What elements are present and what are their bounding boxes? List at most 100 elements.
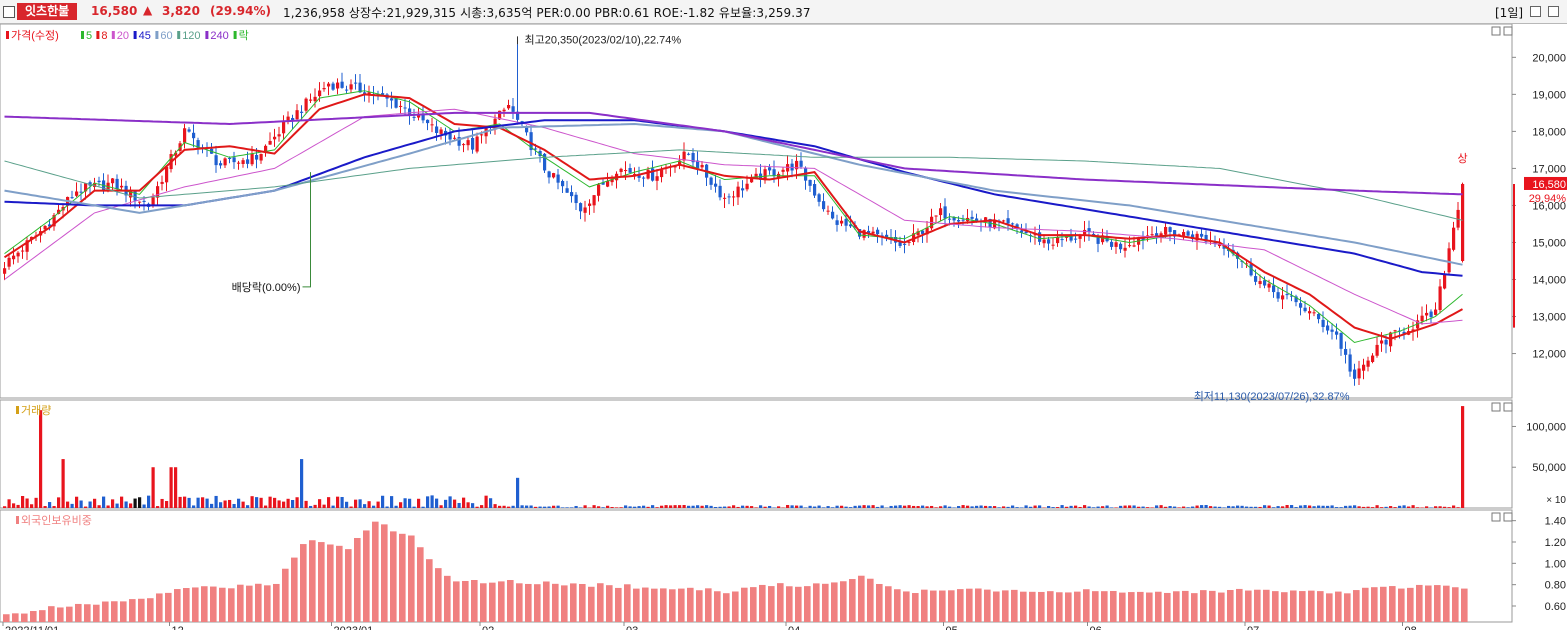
candle-body — [354, 82, 358, 84]
volume-bar — [178, 496, 182, 508]
candle-body — [1380, 340, 1384, 344]
panel-minimize-icon — [1491, 512, 1501, 522]
volume-bar — [556, 505, 560, 508]
volume-bar — [1065, 506, 1069, 508]
foreign-bar — [687, 587, 694, 622]
high-label: 최고20,350(2023/02/10),22.74% — [525, 33, 682, 46]
foreign-bar — [300, 544, 307, 622]
volume-bar — [1380, 507, 1384, 508]
close-icon[interactable] — [1548, 6, 1559, 17]
volume-bar — [133, 498, 137, 508]
legend-swatch — [6, 31, 9, 39]
candle-body — [588, 203, 592, 206]
foreign-bar — [921, 589, 928, 622]
volume-bar — [232, 503, 236, 508]
volume-bar — [970, 506, 974, 508]
candle-body — [399, 105, 403, 107]
period-selector[interactable]: [1일] — [1495, 6, 1524, 20]
foreign-bar — [237, 584, 244, 622]
volume-bar — [628, 506, 632, 508]
legend-swatch — [111, 31, 115, 39]
volume-bar — [444, 499, 448, 508]
foreign-legend-label: 외국인보유비중 — [21, 514, 92, 527]
candle-body — [1056, 237, 1060, 244]
volume-bar — [1110, 507, 1114, 508]
minimize-icon[interactable] — [1530, 6, 1541, 17]
candle-body — [1042, 239, 1046, 244]
candle-body — [1083, 229, 1087, 235]
volume-bar — [619, 507, 623, 508]
volume-bar — [705, 505, 709, 508]
foreign-bar — [147, 598, 154, 622]
candle-body — [736, 186, 740, 198]
volume-bar — [1407, 506, 1411, 508]
candle-body — [1362, 364, 1366, 371]
foreign-bar — [1380, 586, 1387, 622]
candle-body — [1254, 276, 1258, 282]
volume-bar — [79, 500, 83, 508]
low-label: 최저11,130(2023/07/26),32.87% — [1194, 390, 1350, 403]
candle-body — [1429, 311, 1433, 318]
volume-bar — [1141, 506, 1145, 508]
volume-bar — [1191, 506, 1195, 508]
volume-bar — [471, 503, 475, 508]
volume-bar — [1195, 505, 1199, 508]
last-price-box — [1524, 176, 1567, 190]
foreign-bar — [1182, 590, 1189, 622]
volume-bar — [700, 505, 704, 508]
candle-body — [633, 173, 637, 175]
volume-bar — [435, 498, 439, 508]
candle-body — [502, 109, 506, 112]
volume-bar — [358, 499, 362, 508]
volume-bar — [147, 495, 151, 508]
candle-body — [1195, 233, 1199, 241]
candle-body — [1051, 244, 1055, 246]
foreign-bar — [1245, 590, 1252, 622]
volume-bar — [835, 505, 839, 508]
candle-body — [1321, 319, 1325, 327]
candle-body — [1420, 315, 1424, 322]
volume-bar — [565, 507, 569, 508]
candle-body — [552, 173, 556, 178]
candle-body — [403, 107, 407, 109]
candle-body — [696, 160, 700, 169]
volume-bar — [952, 507, 956, 508]
candle-body — [1294, 296, 1298, 303]
candle-body — [228, 157, 232, 159]
volume-bar — [489, 498, 493, 508]
volume-bar — [345, 501, 349, 508]
panel-close-icon — [1503, 26, 1513, 36]
volume-bar — [862, 505, 866, 508]
foreign-bar — [462, 580, 469, 622]
candle-body — [7, 257, 11, 267]
candle-body — [934, 215, 938, 217]
volume-bar — [939, 506, 943, 508]
volume-bar — [534, 506, 538, 508]
select-checkbox[interactable] — [3, 6, 15, 18]
volume-bar — [592, 505, 596, 508]
volume-bar — [115, 503, 119, 508]
candle-body — [322, 87, 326, 90]
volume-bar — [1317, 505, 1321, 508]
volume-bar — [844, 506, 848, 508]
candle-body — [1096, 236, 1100, 244]
stock-name[interactable]: 잇츠한불 — [17, 3, 78, 20]
candle-body — [349, 84, 353, 90]
candle-body — [1006, 218, 1010, 224]
candle-body — [1164, 226, 1168, 235]
volume-bar — [957, 506, 961, 508]
candle-body — [597, 184, 601, 196]
volume-bar — [1443, 506, 1447, 508]
candle-body — [1393, 330, 1397, 332]
foreign-bar — [723, 593, 730, 622]
volume-bar — [759, 505, 763, 508]
volume-bar — [1411, 505, 1415, 508]
volume-bar — [304, 500, 308, 508]
foreign-bar — [1263, 589, 1270, 622]
volume-bar — [318, 499, 322, 508]
candle-body — [138, 201, 142, 203]
candle-body — [651, 168, 655, 181]
volume-bar — [106, 505, 110, 508]
volume-bar — [417, 498, 421, 508]
volume-bar — [70, 503, 74, 508]
